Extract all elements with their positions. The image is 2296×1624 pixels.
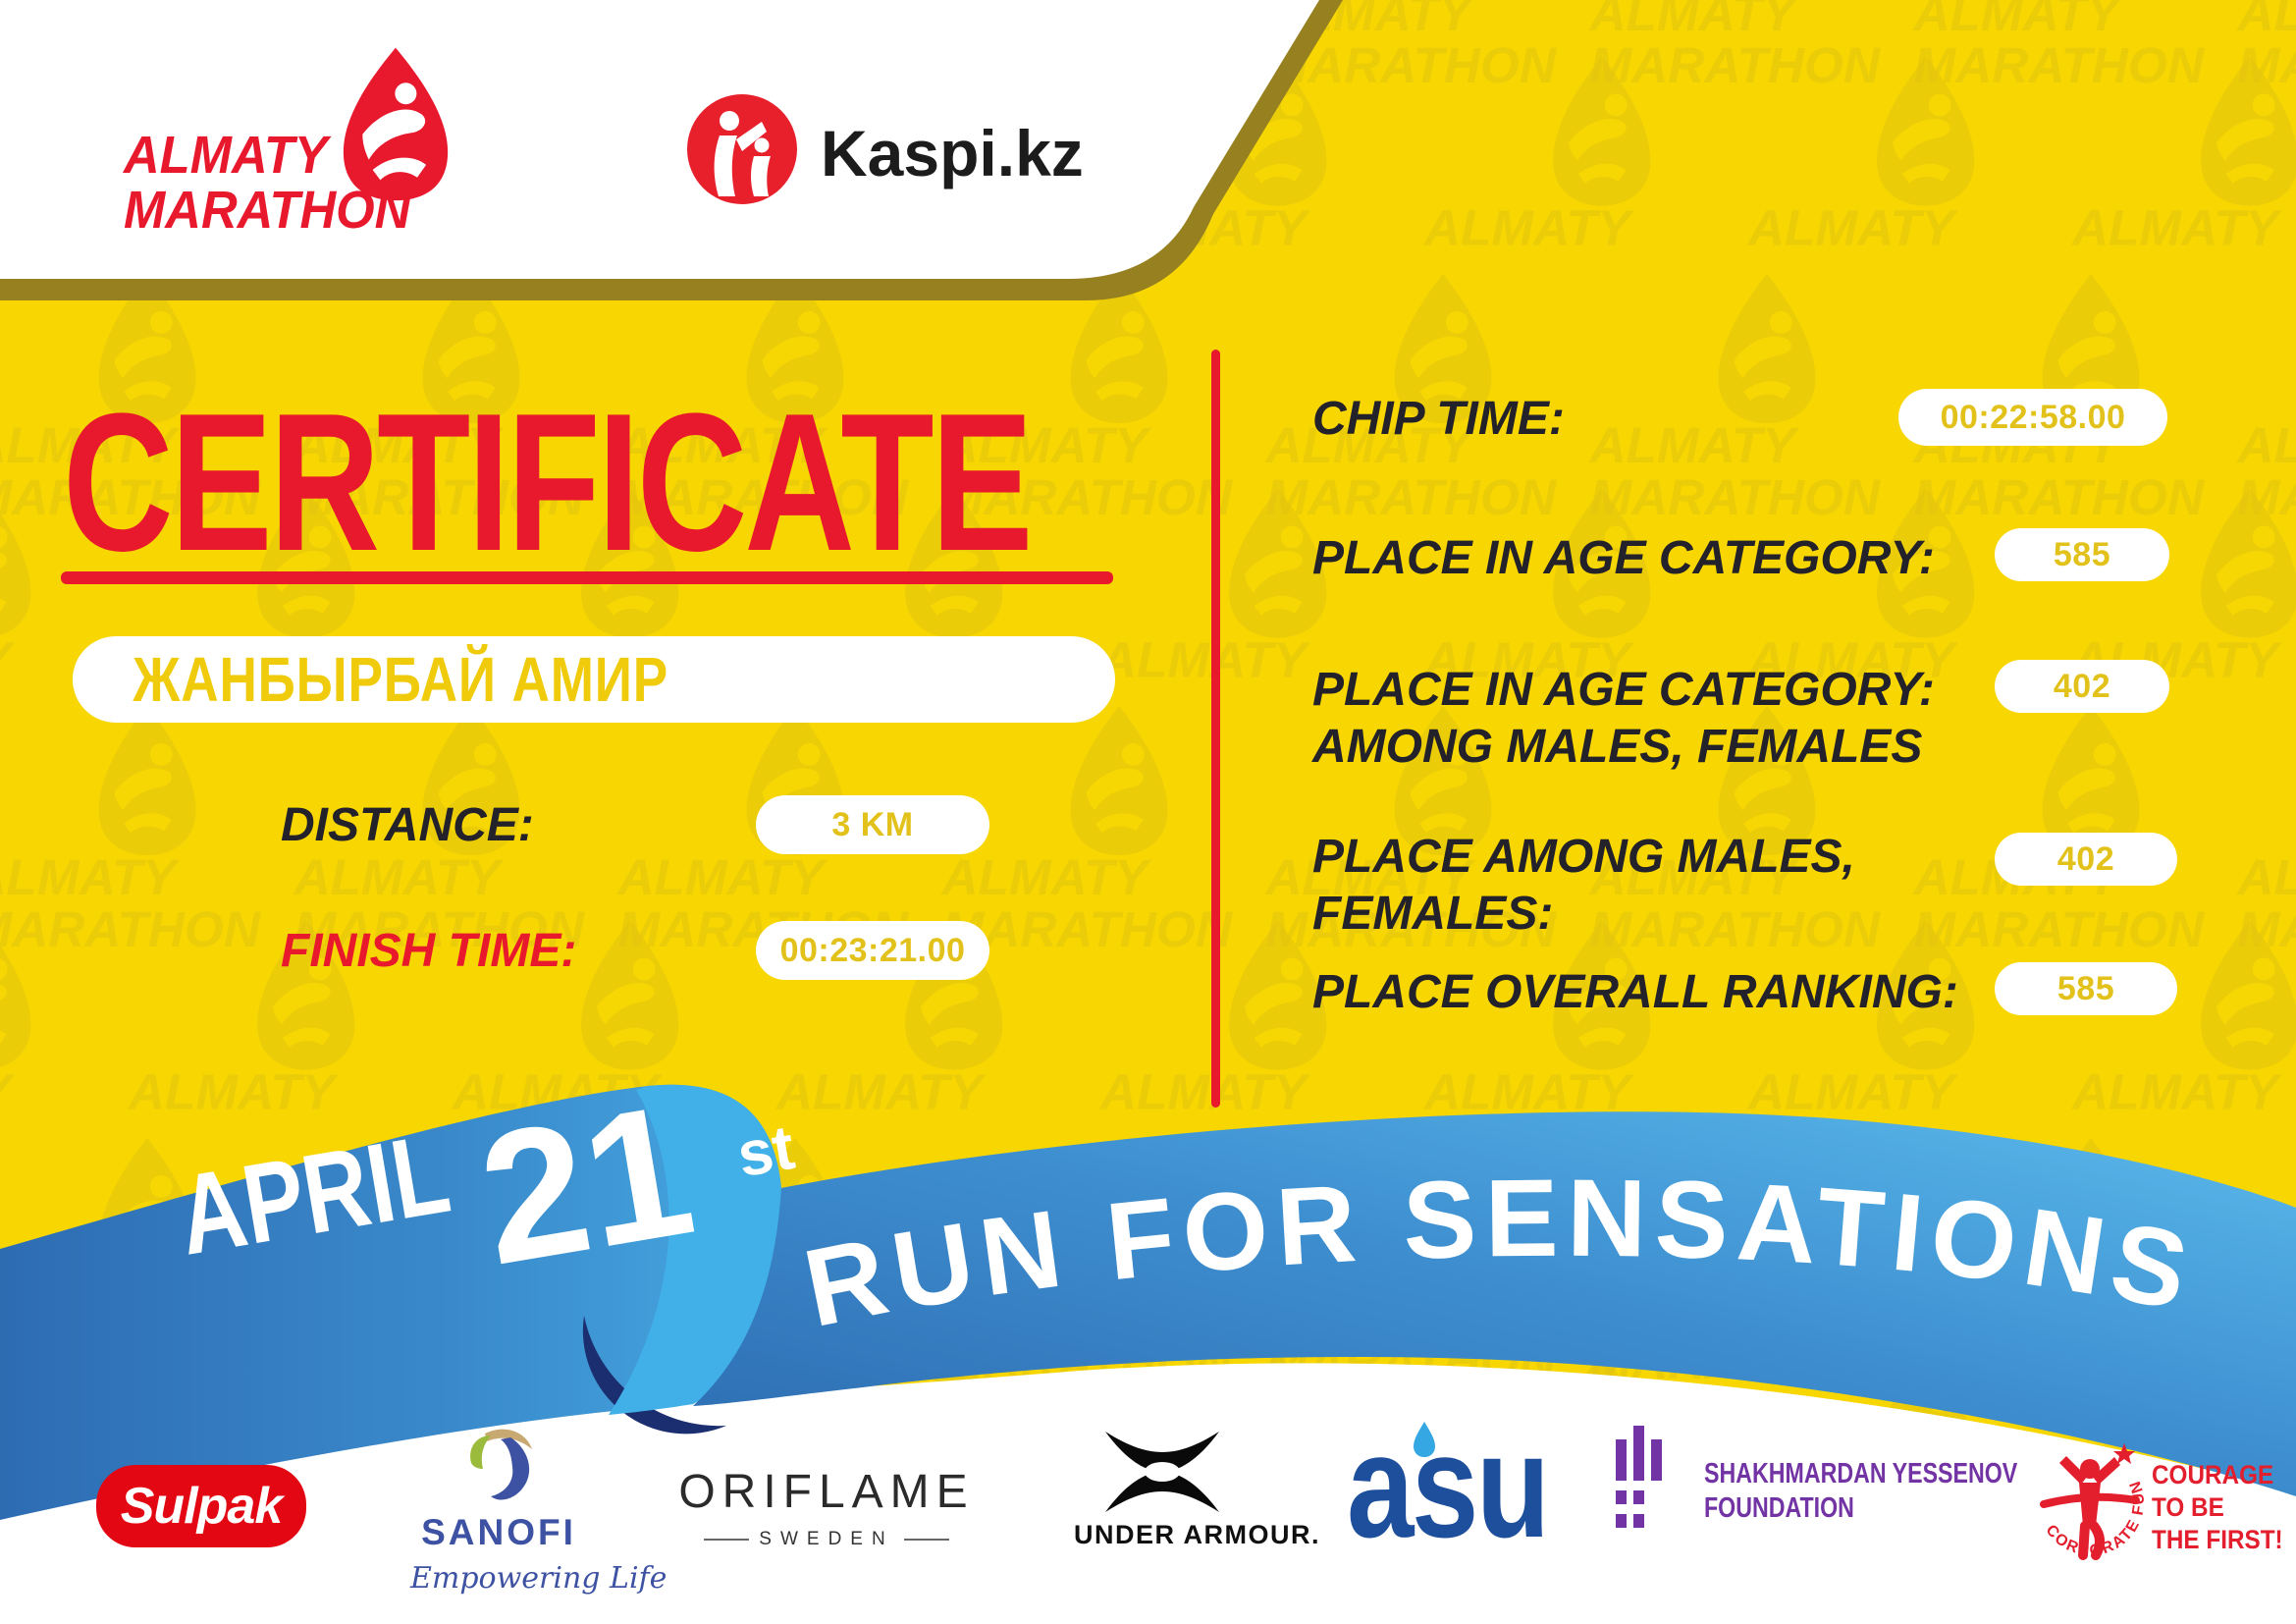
place-gender-label-line2: FEMALES: bbox=[1312, 888, 1554, 940]
runner-name-field: ЖАНБЫРБАЙ АМИР bbox=[73, 636, 1115, 723]
place-age-value: 585 bbox=[2053, 535, 2111, 573]
place-overall-label: PLACE OVERALL RANKING: bbox=[1312, 966, 1958, 1018]
ribbon-date: APRIL 21 st bbox=[170, 1065, 799, 1305]
oriflame-rule-right bbox=[903, 1539, 949, 1541]
finish-time-label: FINISH TIME: bbox=[281, 925, 577, 977]
place-age-gender-value-field: 402 bbox=[1995, 660, 2169, 713]
place-age-gender-label: PLACE IN AGE CATEGORY: AMONG MALES, FEMA… bbox=[1312, 662, 1935, 776]
courage-text-line1: COURAGE bbox=[2152, 1460, 2274, 1489]
chip-time-value: 00:22:58.00 bbox=[1940, 398, 2126, 436]
sanofi-logo-text: SANOFI bbox=[421, 1512, 576, 1552]
asu-logo: asu bbox=[1347, 1412, 1553, 1559]
sanofi-bird-icon bbox=[470, 1429, 532, 1500]
place-age-gender-label-line1: PLACE IN AGE CATEGORY: bbox=[1312, 664, 1935, 716]
ribbon-right-band bbox=[693, 1111, 2296, 1496]
courage-text-line2: TO BE bbox=[2152, 1492, 2224, 1522]
kaspi-logo-icon bbox=[687, 94, 797, 204]
courage-fund-logo: CORPORATE FUND COURAGE TO BE THE FIRST! bbox=[2034, 1422, 2296, 1571]
asu-droplet-icon bbox=[1414, 1422, 1435, 1457]
yessenov-bars-icon bbox=[1616, 1426, 1662, 1528]
certificate-title: CERTIFICATE bbox=[63, 373, 1034, 592]
place-overall-value-field: 585 bbox=[1995, 962, 2177, 1015]
sanofi-logo: SANOFI Empowering Life bbox=[410, 1426, 667, 1596]
oriflame-rule-left bbox=[704, 1539, 750, 1541]
courage-text-line3: THE FIRST! bbox=[2152, 1525, 2283, 1554]
under-armour-text: UNDER ARMOUR. bbox=[1074, 1520, 1320, 1549]
distance-value: 3 KM bbox=[831, 805, 914, 843]
oriflame-logo-text: ORIFLAME bbox=[678, 1466, 975, 1518]
ribbon-banner: APRIL 21 st RUN FOR SENSATIONS bbox=[0, 1065, 2296, 1624]
yessenov-text-line2: FOUNDATION bbox=[1704, 1492, 1854, 1524]
almaty-logo-line1: ALMATY bbox=[124, 126, 328, 185]
under-armour-logo: UNDER ARMOUR. bbox=[1074, 1426, 1320, 1550]
place-gender-value: 402 bbox=[2056, 839, 2115, 878]
finish-time-value-field: 00:23:21.00 bbox=[756, 921, 989, 980]
header-panel bbox=[0, 0, 1343, 300]
almaty-marathon-logo-text: ALMATY MARATHON bbox=[124, 128, 410, 238]
almaty-logo-line2: MARATHON bbox=[124, 181, 411, 240]
title-underline bbox=[61, 571, 1113, 584]
kaspi-logo-text: Kaspi.kz bbox=[821, 117, 1084, 189]
place-age-value-field: 585 bbox=[1995, 528, 2169, 581]
place-age-gender-value: 402 bbox=[2053, 667, 2111, 705]
sanofi-tagline: Empowering Life bbox=[410, 1561, 667, 1596]
runner-name: ЖАНБЫРБАЙ АМИР bbox=[133, 644, 669, 715]
header-white-shape bbox=[0, 0, 1319, 279]
oriflame-sub-text: SWEDEN bbox=[759, 1529, 894, 1549]
under-armour-icon bbox=[1105, 1432, 1219, 1512]
bottom-white-section bbox=[0, 1363, 2296, 1624]
place-gender-label: PLACE AMONG MALES, FEMALES: bbox=[1312, 829, 1855, 943]
sulpak-logo: Sulpak bbox=[96, 1465, 306, 1547]
ribbon-left-band bbox=[0, 1084, 783, 1520]
almaty-marathon-logo-icon bbox=[343, 47, 449, 201]
place-age-label: PLACE IN AGE CATEGORY: bbox=[1312, 532, 1935, 584]
yessenov-foundation-logo: SHAKHMARDAN YESSENOV FOUNDATION bbox=[1616, 1426, 2096, 1532]
oriflame-logo: ORIFLAME SWEDEN bbox=[669, 1465, 984, 1550]
yessenov-text-line1: SHAKHMARDAN YESSENOV bbox=[1704, 1458, 2018, 1489]
courage-runner-icon: CORPORATE FUND bbox=[2034, 1422, 2146, 1560]
chip-time-label: CHIP TIME: bbox=[1312, 393, 1565, 445]
place-gender-value-field: 402 bbox=[1995, 833, 2177, 886]
sulpak-logo-text: Sulpak bbox=[120, 1478, 283, 1535]
asu-logo-text: asu bbox=[1347, 1403, 1550, 1568]
chip-time-value-field: 00:22:58.00 bbox=[1898, 389, 2167, 446]
ribbon-fold-highlight bbox=[609, 1084, 783, 1415]
distance-label: DISTANCE: bbox=[281, 799, 534, 851]
date-suffix: st bbox=[732, 1111, 799, 1190]
place-age-gender-label-line2: AMONG MALES, FEMALES bbox=[1312, 721, 1923, 773]
column-divider bbox=[1211, 350, 1220, 1108]
place-gender-label-line1: PLACE AMONG MALES, bbox=[1312, 831, 1855, 883]
finish-time-value: 00:23:21.00 bbox=[779, 931, 966, 969]
distance-value-field: 3 KM bbox=[756, 795, 989, 854]
place-overall-value: 585 bbox=[2056, 969, 2115, 1007]
date-number: 21 bbox=[467, 1065, 706, 1305]
